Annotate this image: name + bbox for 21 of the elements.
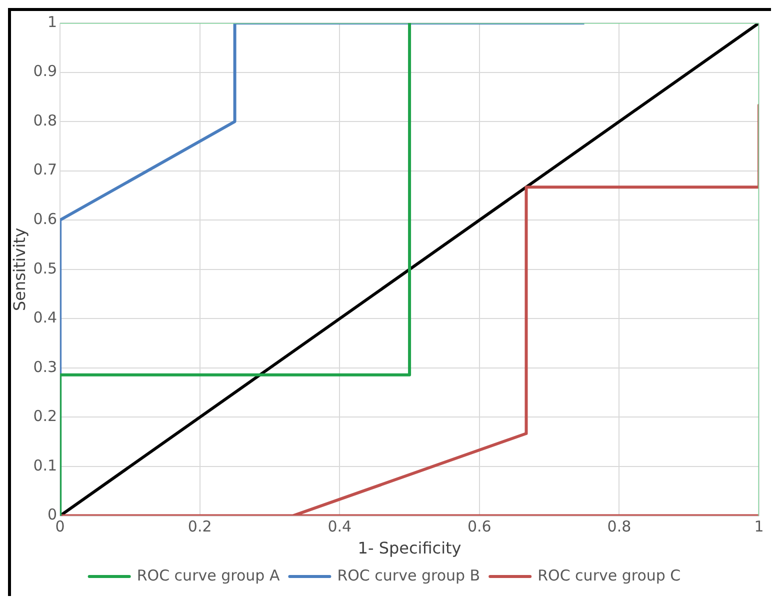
y-tick-label: 0.3 — [33, 358, 58, 376]
x-tick-label: 1 — [754, 518, 764, 536]
y-tick-label: 0.4 — [33, 308, 58, 327]
y-tick-label: 0.1 — [33, 456, 58, 474]
x-tick-label: 0.6 — [467, 518, 492, 536]
x-tick-label: 0.4 — [328, 518, 352, 536]
x-tick-label: 0.8 — [607, 518, 632, 536]
x-tick-label: 0.2 — [188, 518, 212, 536]
y-tick-label: 0.6 — [33, 210, 58, 228]
y-tick-label: 0.7 — [33, 160, 58, 179]
legend-label: ROC curve group B — [337, 566, 480, 584]
y-tick-label: 0.8 — [33, 111, 58, 130]
x-axis-title: 1- Specificity — [358, 538, 462, 558]
legend-label: ROC curve group A — [136, 566, 280, 584]
legend-label: ROC curve group C — [538, 566, 681, 584]
y-axis-title: Sensitivity — [10, 228, 29, 312]
y-tick-label: 0 — [48, 506, 58, 524]
y-tick-label: 0.2 — [33, 407, 58, 426]
y-tick-label: 0.9 — [33, 62, 58, 80]
y-tick-label: 1 — [48, 12, 58, 31]
y-tick-label: 0.5 — [33, 259, 58, 278]
